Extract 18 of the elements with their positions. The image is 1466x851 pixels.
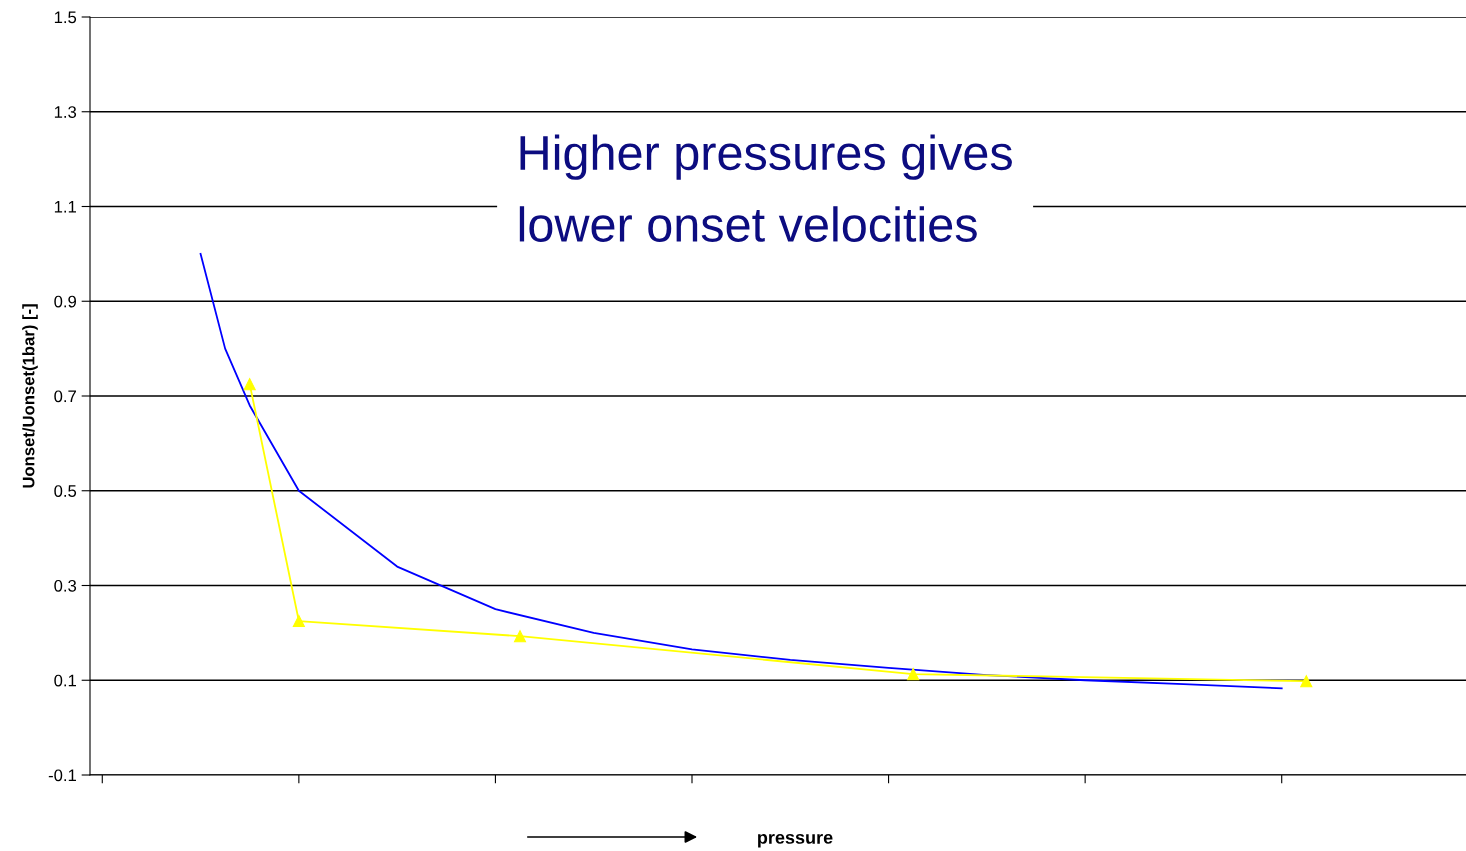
point [243, 378, 256, 391]
y-tick-label: 0.9 [54, 295, 77, 308]
point [907, 668, 920, 681]
y-tick-label: 1.5 [54, 11, 77, 24]
y-tick-label: 0.1 [54, 674, 76, 687]
y-tick-label: 0.7 [54, 390, 76, 403]
point [292, 614, 305, 628]
y-axis-title: Uonset/Uonset(1bar) [-] [22, 304, 38, 488]
line-series [199, 252, 1283, 690]
y-tick-label: 0.3 [54, 579, 77, 592]
point [1300, 675, 1313, 688]
point [513, 630, 527, 643]
y-tick-label: -0.1 [48, 769, 76, 782]
y-tick-label: 1.3 [54, 106, 77, 118]
x-axis-title: pressure [758, 833, 833, 848]
y-tick-label: 0.5 [54, 485, 77, 497]
annotation: Higher pressures gives lower onset velocities [519, 134, 1012, 242]
y-tick-label: 1.1 [54, 201, 76, 213]
